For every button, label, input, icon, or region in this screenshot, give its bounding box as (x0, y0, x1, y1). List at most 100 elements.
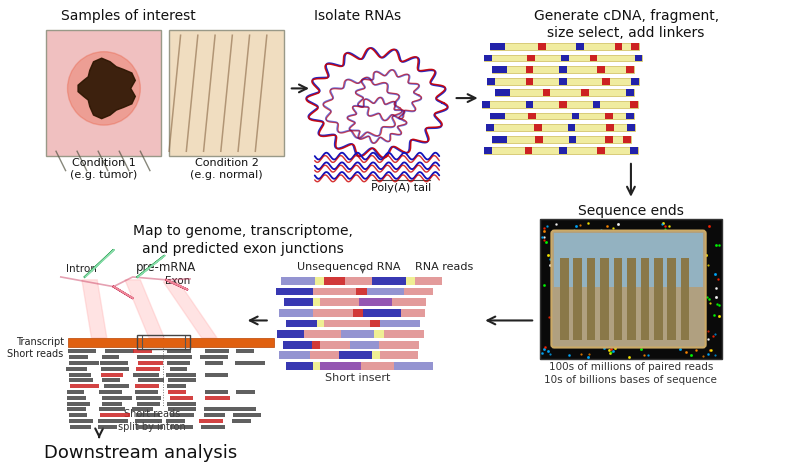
Bar (359, 298, 392, 306)
Bar (168, 390, 186, 394)
Bar (542, 89, 550, 96)
Bar (598, 147, 605, 154)
Bar (100, 413, 130, 417)
Bar (135, 425, 163, 429)
Bar (654, 258, 662, 340)
Bar (581, 89, 589, 96)
Bar (380, 319, 420, 327)
Bar (623, 136, 631, 143)
Bar (590, 54, 598, 61)
Text: Poly(A) tail: Poly(A) tail (371, 183, 431, 193)
Bar (281, 277, 314, 285)
Bar (534, 124, 542, 131)
Bar (101, 367, 129, 371)
Polygon shape (78, 58, 135, 119)
Bar (406, 277, 415, 285)
Bar (500, 136, 507, 143)
Bar (415, 277, 442, 285)
Bar (203, 407, 234, 412)
Text: Condition 1
(e.g. tumor): Condition 1 (e.g. tumor) (70, 158, 138, 180)
Bar (66, 367, 86, 371)
Text: Isolate RNAs: Isolate RNAs (314, 9, 402, 23)
Bar (134, 390, 158, 394)
Bar (314, 277, 324, 285)
Bar (170, 367, 187, 371)
Bar (392, 298, 426, 306)
Bar (138, 402, 161, 405)
Text: Short insert: Short insert (325, 372, 390, 383)
Bar (602, 78, 610, 85)
Bar (102, 402, 122, 405)
Bar (372, 277, 406, 285)
Bar (166, 372, 196, 377)
Bar (205, 396, 230, 400)
Bar (102, 379, 120, 382)
Bar (540, 219, 722, 359)
Bar (498, 113, 506, 120)
Bar (317, 319, 324, 327)
Bar (206, 350, 230, 353)
Bar (535, 136, 542, 143)
Bar (134, 419, 162, 423)
Bar (484, 147, 638, 154)
Bar (66, 402, 90, 405)
Bar (614, 258, 622, 340)
Text: Sequence ends: Sequence ends (578, 205, 684, 219)
Bar (67, 350, 96, 353)
Bar (492, 66, 634, 73)
Bar (630, 101, 638, 108)
Bar (338, 352, 372, 359)
Bar (286, 362, 313, 370)
Bar (319, 341, 350, 348)
Bar (631, 78, 638, 85)
Polygon shape (82, 280, 107, 338)
Bar (487, 78, 638, 85)
Bar (310, 352, 338, 359)
Bar (559, 101, 566, 108)
Bar (576, 43, 584, 50)
Bar (283, 341, 312, 348)
Bar (525, 147, 532, 154)
Bar (98, 419, 128, 423)
Bar (631, 43, 638, 50)
Bar (372, 352, 380, 359)
Bar (70, 361, 99, 365)
Bar (605, 113, 613, 120)
Bar (492, 136, 500, 143)
Bar (198, 419, 222, 423)
Bar (284, 298, 313, 306)
Text: Unsequenced RNA: Unsequenced RNA (297, 262, 400, 272)
Bar (370, 319, 380, 327)
Bar (234, 413, 261, 417)
FancyBboxPatch shape (169, 30, 284, 156)
Bar (167, 384, 186, 388)
Bar (132, 407, 153, 412)
Bar (605, 136, 613, 143)
Bar (667, 258, 676, 340)
Bar (568, 124, 575, 131)
Bar (133, 350, 152, 353)
Bar (70, 379, 94, 382)
Bar (346, 277, 372, 285)
Text: 100s of millions of paired reads
10s of billions bases of sequence: 100s of millions of paired reads 10s of … (545, 362, 718, 385)
Bar (561, 54, 569, 61)
Bar (634, 54, 642, 61)
Bar (313, 309, 353, 317)
Bar (203, 413, 225, 417)
Bar (234, 407, 256, 412)
Bar (279, 352, 310, 359)
Bar (166, 355, 192, 359)
Bar (312, 341, 319, 348)
Text: Intron: Intron (66, 265, 98, 274)
Bar (606, 124, 614, 131)
Bar (104, 384, 129, 388)
Bar (168, 407, 196, 412)
Bar (321, 298, 359, 306)
Bar (367, 287, 404, 295)
Bar (526, 101, 533, 108)
Bar (587, 258, 595, 340)
Bar (560, 258, 569, 340)
Text: Condition 2
(e.g. normal): Condition 2 (e.g. normal) (190, 158, 263, 180)
Bar (538, 43, 546, 50)
Bar (630, 147, 638, 154)
